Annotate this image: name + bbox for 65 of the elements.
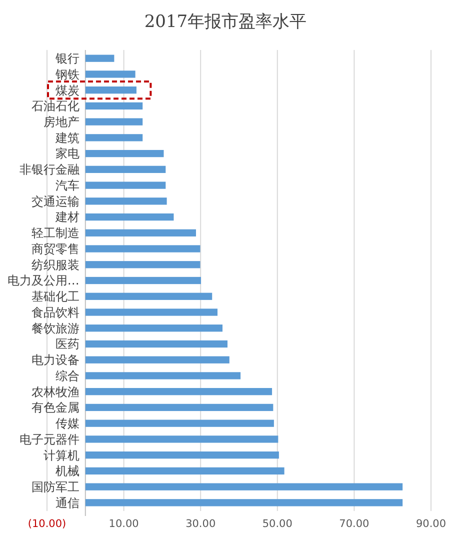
y-tick-label: 电子元器件 [19, 432, 80, 446]
x-tick-label: 90.00 [416, 518, 446, 530]
y-tick-label: 通信 [55, 496, 80, 510]
y-tick-label: 轻工制造 [31, 226, 80, 240]
bar [85, 198, 167, 205]
y-tick-label: 传媒 [55, 416, 80, 431]
bar [85, 340, 228, 348]
bar [85, 499, 403, 506]
bar [85, 102, 143, 110]
bar [85, 182, 166, 189]
y-tick-label: 基础化工 [31, 290, 80, 304]
bar [85, 134, 143, 142]
y-tick-label: 食品饮料 [31, 305, 80, 320]
y-tick-label: 纺织服装 [31, 258, 80, 272]
bar [85, 308, 218, 316]
chart-title: 2017年报市盈率水平 [144, 12, 307, 32]
y-tick-label: 有色金属 [31, 400, 80, 415]
bar [85, 70, 136, 78]
y-tick-label: 国防军工 [31, 480, 80, 494]
bar [85, 150, 164, 158]
bar [85, 420, 274, 427]
bar [85, 436, 278, 443]
y-tick-label: 农林牧渔 [31, 384, 80, 399]
x-tick-label: 10.00 [108, 518, 139, 530]
y-tick-label: 石油石化 [31, 99, 80, 114]
bar [85, 166, 166, 173]
y-tick-label: 商贸零售 [31, 242, 80, 256]
bar [85, 467, 284, 474]
y-tick-label: 综合 [55, 368, 80, 383]
y-tick-label: 餐饮旅游 [31, 321, 80, 336]
y-tick-label: 建筑 [54, 130, 80, 145]
y-tick-label: 银行 [54, 52, 80, 66]
bar [85, 483, 403, 490]
y-tick-label: 电力及公用… [7, 274, 80, 288]
y-tick-label: 非银行金融 [19, 162, 80, 177]
bar [85, 324, 222, 332]
bar [85, 118, 143, 126]
bar [85, 245, 200, 252]
bar [85, 229, 196, 236]
bar [85, 356, 230, 364]
bar [85, 276, 201, 284]
bar [85, 372, 241, 380]
bar [85, 292, 212, 300]
bar [85, 261, 200, 268]
y-tick-label: 建材 [54, 210, 80, 224]
y-tick-label: 煤炭 [55, 83, 80, 98]
y-tick-label: 房地产 [43, 115, 80, 130]
y-tick-label: 医药 [55, 337, 80, 352]
bar [85, 404, 274, 412]
x-tick-label: 70.00 [339, 518, 370, 530]
bar [85, 388, 272, 396]
x-tick-label: 30.00 [186, 518, 216, 530]
y-tick-label: 机械 [55, 464, 80, 478]
x-tick-label: (10.00) [28, 518, 66, 530]
y-tick-label: 汽车 [55, 178, 80, 192]
bar [85, 451, 279, 459]
y-tick-label: 电力设备 [31, 353, 80, 368]
y-tick-label: 家电 [55, 146, 80, 161]
bar [85, 86, 136, 94]
bar [85, 54, 114, 62]
y-tick-label: 计算机 [43, 448, 80, 462]
y-tick-label: 钢铁 [54, 67, 80, 82]
bar [85, 213, 174, 221]
x-tick-label: 50.00 [262, 518, 292, 530]
y-tick-label: 交通运输 [31, 194, 80, 208]
